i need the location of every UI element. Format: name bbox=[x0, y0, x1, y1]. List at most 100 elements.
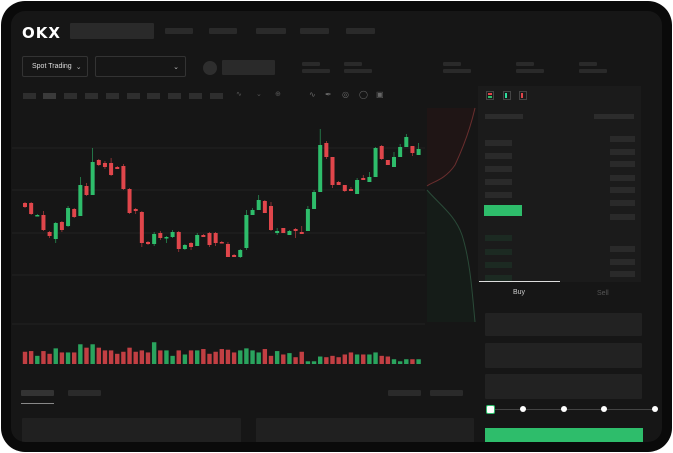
tab-indicator bbox=[21, 403, 54, 404]
candle bbox=[139, 211, 144, 247]
bid-price bbox=[485, 262, 512, 268]
tab-order-history[interactable] bbox=[68, 390, 101, 396]
search-bar[interactable] bbox=[70, 23, 154, 39]
orderbook-bids-icon[interactable] bbox=[503, 91, 511, 100]
nav-item[interactable] bbox=[300, 28, 329, 34]
orderbook-header bbox=[594, 114, 634, 119]
coin-avatar bbox=[203, 61, 217, 75]
timeframe-button[interactable] bbox=[127, 93, 140, 99]
amount-input[interactable] bbox=[485, 343, 642, 368]
nav-item[interactable] bbox=[256, 28, 286, 34]
candle-body bbox=[127, 189, 132, 213]
volume-bar bbox=[324, 357, 329, 364]
line-tool-icon[interactable]: ∿ bbox=[309, 90, 316, 99]
slider-step-50[interactable] bbox=[561, 406, 567, 412]
candle-body bbox=[398, 147, 403, 157]
candle bbox=[318, 129, 323, 192]
candle-body bbox=[195, 235, 200, 246]
volume-bar bbox=[59, 352, 65, 364]
slider-handle[interactable] bbox=[486, 405, 495, 414]
timeframe-button[interactable] bbox=[168, 93, 181, 99]
candle-body bbox=[78, 185, 83, 216]
volume-bar bbox=[47, 353, 52, 364]
candle-body bbox=[269, 206, 273, 230]
chart-type-icon[interactable]: ⌄ bbox=[256, 91, 262, 98]
volume-bar bbox=[311, 361, 317, 364]
target-icon[interactable]: ◎ bbox=[342, 90, 349, 99]
price-input[interactable] bbox=[485, 313, 642, 336]
ask-price bbox=[485, 166, 512, 172]
candle-body bbox=[361, 178, 366, 180]
tab-buy[interactable]: Buy bbox=[513, 289, 526, 296]
ask-price bbox=[485, 153, 512, 159]
stat-label bbox=[516, 62, 534, 66]
candle-body bbox=[355, 180, 360, 194]
volume-bar bbox=[416, 359, 421, 364]
slider-step-75[interactable] bbox=[601, 406, 607, 412]
candle bbox=[232, 254, 237, 257]
timeframe-button[interactable] bbox=[106, 93, 119, 99]
candle-body bbox=[281, 228, 286, 233]
timeframe-button[interactable] bbox=[147, 93, 160, 99]
filter-button[interactable] bbox=[430, 390, 463, 396]
candle bbox=[404, 134, 409, 147]
timeframe-button[interactable] bbox=[85, 93, 98, 99]
tab-open-orders[interactable] bbox=[21, 390, 54, 396]
volume-bar bbox=[28, 351, 34, 364]
volume-bar bbox=[367, 354, 372, 364]
slider-track[interactable] bbox=[489, 409, 654, 410]
timeframe-button[interactable] bbox=[189, 93, 202, 99]
candle bbox=[158, 231, 163, 240]
volume-bar bbox=[281, 354, 286, 364]
circle-icon[interactable]: ◯ bbox=[359, 90, 368, 99]
volume-bar bbox=[274, 351, 280, 364]
candle bbox=[342, 185, 347, 192]
candle-body bbox=[373, 148, 378, 177]
volume-bar bbox=[299, 351, 304, 364]
volume-bar bbox=[96, 347, 101, 364]
ask-price bbox=[485, 192, 512, 198]
indicator-icon[interactable]: ∿ bbox=[236, 91, 242, 98]
volume-bar bbox=[41, 351, 46, 364]
slider-step-25[interactable] bbox=[520, 406, 526, 412]
volume-bar bbox=[391, 359, 397, 364]
candle-body bbox=[170, 232, 175, 237]
candle-body bbox=[176, 232, 181, 249]
orderbook-both-icon[interactable] bbox=[486, 91, 494, 100]
candle bbox=[195, 233, 200, 246]
market-type-dropdown[interactable]: Spot Trading ⌄ bbox=[22, 56, 88, 77]
pen-icon[interactable]: ✒ bbox=[325, 90, 332, 99]
timeframe-button[interactable] bbox=[23, 93, 36, 99]
pair-dropdown[interactable]: ⌄ bbox=[95, 56, 186, 77]
candle-body bbox=[213, 233, 218, 243]
stat-label bbox=[579, 62, 597, 66]
volume-bar bbox=[219, 349, 224, 364]
order-size bbox=[610, 259, 635, 265]
volume-bar bbox=[164, 350, 169, 364]
candle-body bbox=[182, 245, 187, 249]
fullscreen-icon[interactable]: ▣ bbox=[376, 90, 384, 99]
candle bbox=[244, 210, 249, 250]
candle-body bbox=[189, 243, 194, 247]
timeframe-button[interactable] bbox=[43, 93, 56, 99]
tab-sell[interactable]: Sell bbox=[597, 290, 609, 297]
candle-body bbox=[287, 231, 292, 235]
timeframe-button[interactable] bbox=[64, 93, 77, 99]
total-input[interactable] bbox=[485, 374, 642, 399]
volume-bar bbox=[342, 354, 347, 364]
candle bbox=[170, 230, 175, 238]
nav-item[interactable] bbox=[165, 28, 193, 34]
buy-submit-button[interactable] bbox=[485, 428, 643, 442]
volume-bar bbox=[238, 350, 243, 364]
settings-icon[interactable]: ⊕ bbox=[275, 91, 281, 98]
nav-item[interactable] bbox=[346, 28, 375, 34]
candle-body bbox=[404, 137, 409, 147]
nav-item[interactable] bbox=[209, 28, 237, 34]
orderbook-asks-icon[interactable] bbox=[519, 91, 527, 100]
slider-step-100[interactable] bbox=[652, 406, 658, 412]
timeframe-button[interactable] bbox=[210, 93, 223, 99]
volume-bar bbox=[170, 355, 175, 364]
filter-button[interactable] bbox=[388, 390, 421, 396]
candle bbox=[355, 178, 360, 194]
